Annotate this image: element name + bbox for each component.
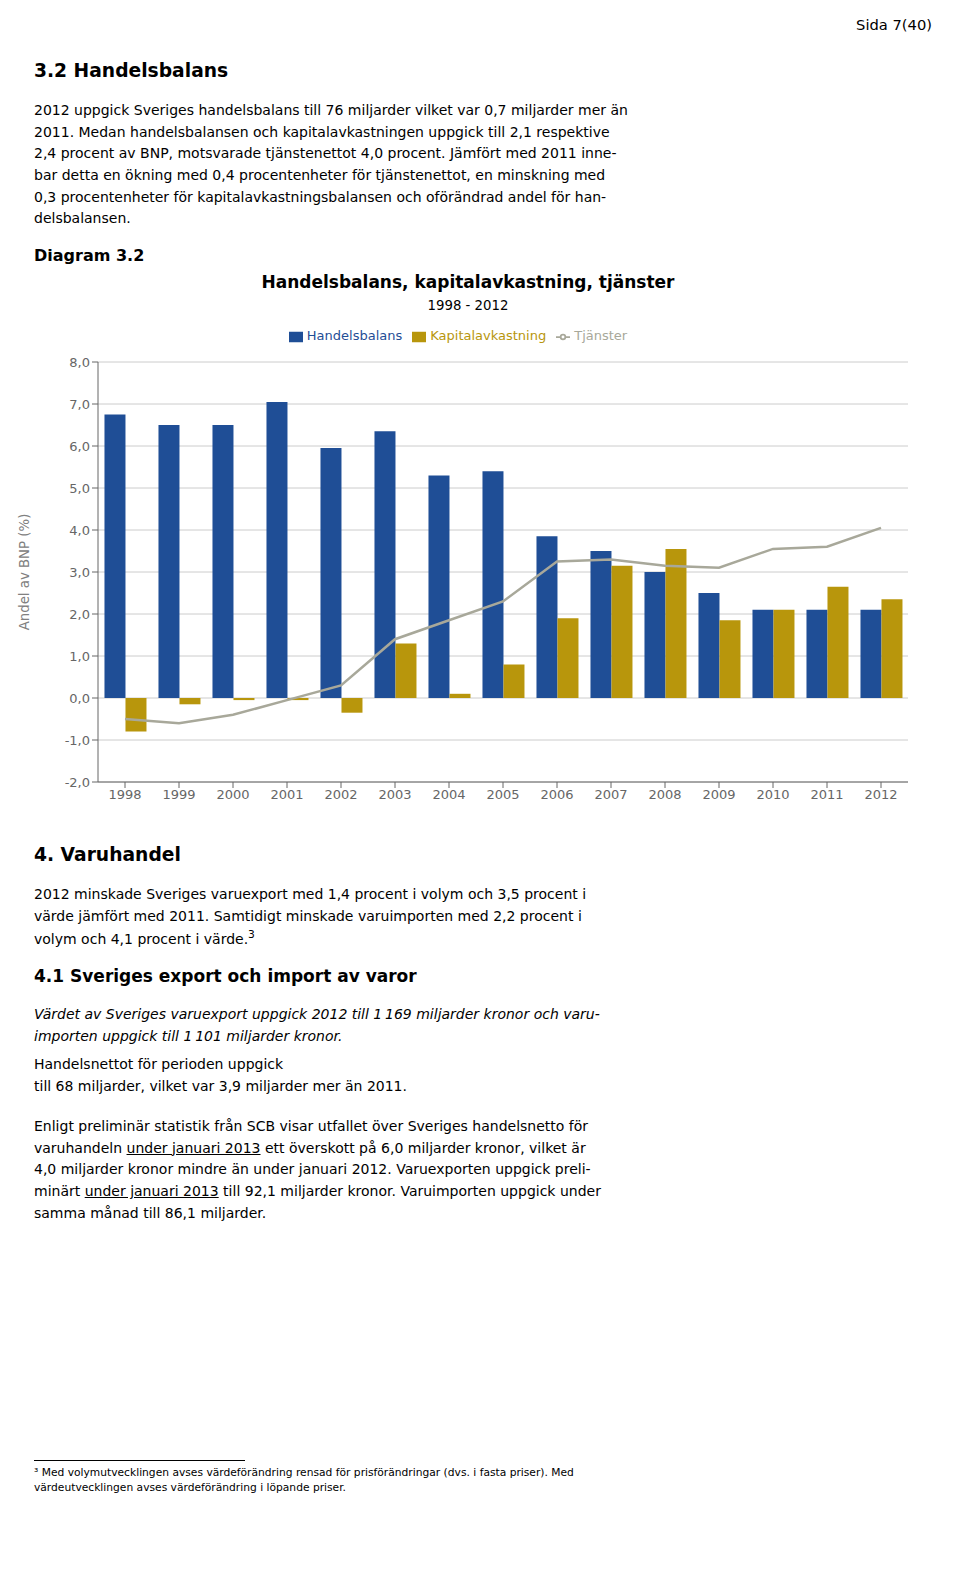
html-text:2012 uppgick Sveriges handelsb: 2012 uppgick Sveriges handelsbalans till… (34, 102, 628, 227)
html-text:Kapitalavkastning: Kapitalavkastning (430, 328, 547, 343)
html-text:3.2 Handelsbalans: 3.2 Handelsbalans (34, 60, 229, 81)
svg-text:2008: 2008 (648, 787, 681, 802)
svg-text:2006: 2006 (540, 787, 573, 802)
svg-text:1999: 1999 (162, 787, 195, 802)
svg-text:8,0: 8,0 (69, 355, 90, 370)
svg-text:2001: 2001 (270, 787, 303, 802)
svg-text:1,0: 1,0 (69, 649, 90, 664)
html-text:4.1 Sveriges export och import: 4.1 Sveriges export och import av varor (34, 966, 417, 986)
svg-text:3,0: 3,0 (69, 565, 90, 580)
html-text:Sida 7(40): Sida 7(40) (856, 16, 932, 33)
html-text:4,0 miljarder kronor mindre än: 4,0 miljarder kronor mindre än under jan… (34, 1161, 591, 1178)
html-text:4. Varuhandel: 4. Varuhandel (34, 844, 181, 865)
svg-text:Andel av BNP (%): Andel av BNP (%) (17, 514, 32, 631)
html-text:Handelsbalans, kapitalavkastni: Handelsbalans, kapitalavkastning, tjänst… (261, 272, 675, 292)
svg-text:6,0: 6,0 (69, 439, 90, 454)
svg-text:-2,0: -2,0 (65, 775, 90, 790)
html-text:samma månad till 86,1 miljarde: samma månad till 86,1 miljarder. (34, 1204, 267, 1221)
html-text:varuhandeln under januari 2013: varuhandeln under januari 2013 ett övers… (34, 1139, 586, 1156)
svg-text:2009: 2009 (702, 787, 735, 802)
svg-text:2010: 2010 (756, 787, 789, 802)
html-text:Tjänster: Tjänster (574, 328, 628, 343)
svg-text:0,0: 0,0 (69, 691, 90, 706)
svg-text:1998: 1998 (108, 787, 141, 802)
html-text:Enligt preliminär statistik fr: Enligt preliminär statistik från SCB vis… (34, 1118, 589, 1134)
svg-text:2002: 2002 (324, 787, 357, 802)
svg-text:2005: 2005 (486, 787, 519, 802)
html-text:2012 minskade Sveriges varuexp: 2012 minskade Sveriges varuexport med 1,… (34, 886, 587, 947)
html-text:³ Med volymutvecklingen avses: ³ Med volymutvecklingen avses värdeförän… (34, 1466, 574, 1494)
svg-text:4,0: 4,0 (69, 523, 90, 538)
html-text:1998 - 2012: 1998 - 2012 (427, 298, 509, 313)
svg-text:2000: 2000 (216, 787, 249, 802)
svg-text:2012: 2012 (864, 787, 897, 802)
svg-text:2,0: 2,0 (69, 607, 90, 622)
svg-text:2003: 2003 (378, 787, 411, 802)
html-text:minärt under januari 2013 till: minärt under januari 2013 till 92,1 milj… (34, 1183, 601, 1200)
svg-text:2011: 2011 (810, 787, 843, 802)
html-text:Handelsbalans: Handelsbalans (306, 328, 403, 343)
html-text:Handelsnettot för perioden upp: Handelsnettot för perioden uppgick till … (34, 1056, 407, 1094)
html-text:Diagram 3.2: Diagram 3.2 (34, 246, 145, 265)
html-text:Värdet av Sveriges varuexport: Värdet av Sveriges varuexport uppgick 20… (34, 1006, 600, 1044)
svg-text:2007: 2007 (594, 787, 627, 802)
svg-text:2004: 2004 (432, 787, 465, 802)
svg-text:7,0: 7,0 (69, 397, 90, 412)
svg-text:5,0: 5,0 (69, 481, 90, 496)
svg-text:-1,0: -1,0 (65, 733, 90, 748)
